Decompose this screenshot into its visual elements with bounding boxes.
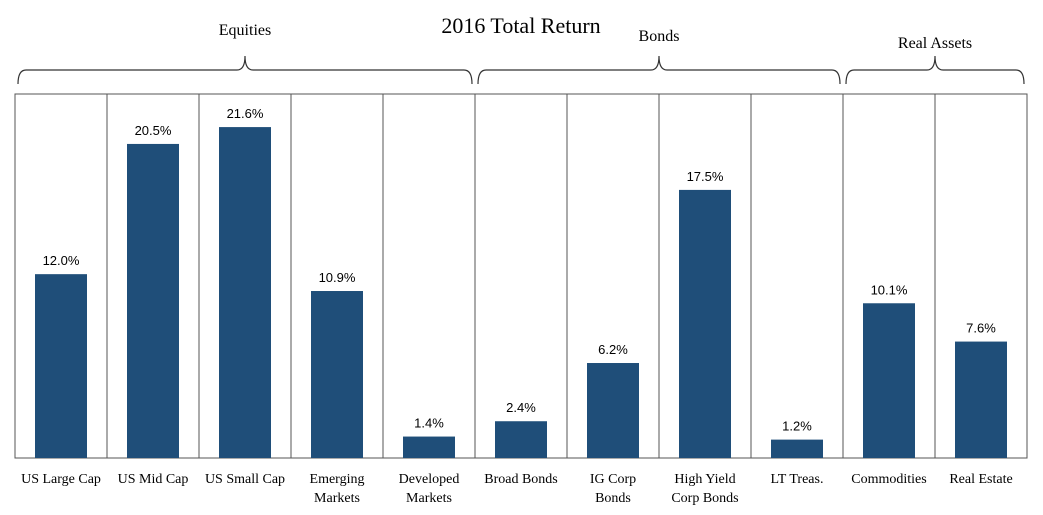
bar [311, 291, 363, 458]
group-label: Real Assets [898, 35, 972, 52]
group-brackets: Equities Bonds Real Assets [17, 22, 1025, 85]
category-label: US Mid Cap [118, 472, 189, 487]
group-brace [477, 55, 841, 85]
data-label: 20.5% [135, 123, 172, 138]
category-label: Markets [406, 491, 452, 506]
bar [127, 143, 179, 458]
group-label: Equities [219, 22, 271, 39]
data-label: 12.0% [43, 253, 80, 268]
category-labels: US Large Cap US Mid Cap US Small Cap Emergi… [21, 472, 1013, 506]
data-label: 6.2% [598, 342, 628, 357]
bar [587, 363, 639, 458]
category-label: High Yield [674, 472, 735, 487]
bar [35, 274, 87, 458]
bar [219, 127, 271, 458]
bar [403, 436, 455, 458]
chart-title: 2016 Total Return [441, 13, 600, 38]
data-label: 21.6% [227, 106, 264, 121]
bar [495, 421, 547, 458]
category-label: US Small Cap [205, 472, 285, 487]
group-label: Bonds [639, 28, 680, 45]
bar [955, 341, 1007, 458]
group-brace [845, 55, 1025, 85]
data-label: 1.4% [414, 416, 444, 431]
category-label: US Large Cap [21, 472, 101, 487]
category-label: Commodities [851, 472, 926, 487]
category-label: Markets [314, 491, 360, 506]
category-label: IG Corp [590, 472, 636, 487]
category-label: Bonds [595, 491, 631, 506]
category-label: Broad Bonds [484, 472, 558, 487]
bar [679, 189, 731, 458]
data-label: 7.6% [966, 321, 996, 336]
data-label: 10.1% [871, 282, 908, 297]
group-brace [17, 55, 473, 85]
bars [35, 127, 1007, 458]
category-label: Developed [399, 472, 460, 487]
data-label: 17.5% [687, 169, 724, 184]
data-label: 2.4% [506, 400, 536, 415]
category-label: Real Estate [949, 472, 1012, 487]
value-labels: 12.0% 20.5% 21.6% 10.9% 1.4% 2.4% 6.2% 17.5% 1.2… [43, 106, 997, 434]
data-label: 1.2% [782, 419, 812, 434]
bar [771, 439, 823, 458]
category-label: LT Treas. [771, 472, 824, 487]
category-label: Corp Bonds [671, 491, 738, 506]
data-label: 10.9% [319, 270, 356, 285]
category-label: Emerging [310, 472, 365, 487]
bar [863, 303, 915, 458]
